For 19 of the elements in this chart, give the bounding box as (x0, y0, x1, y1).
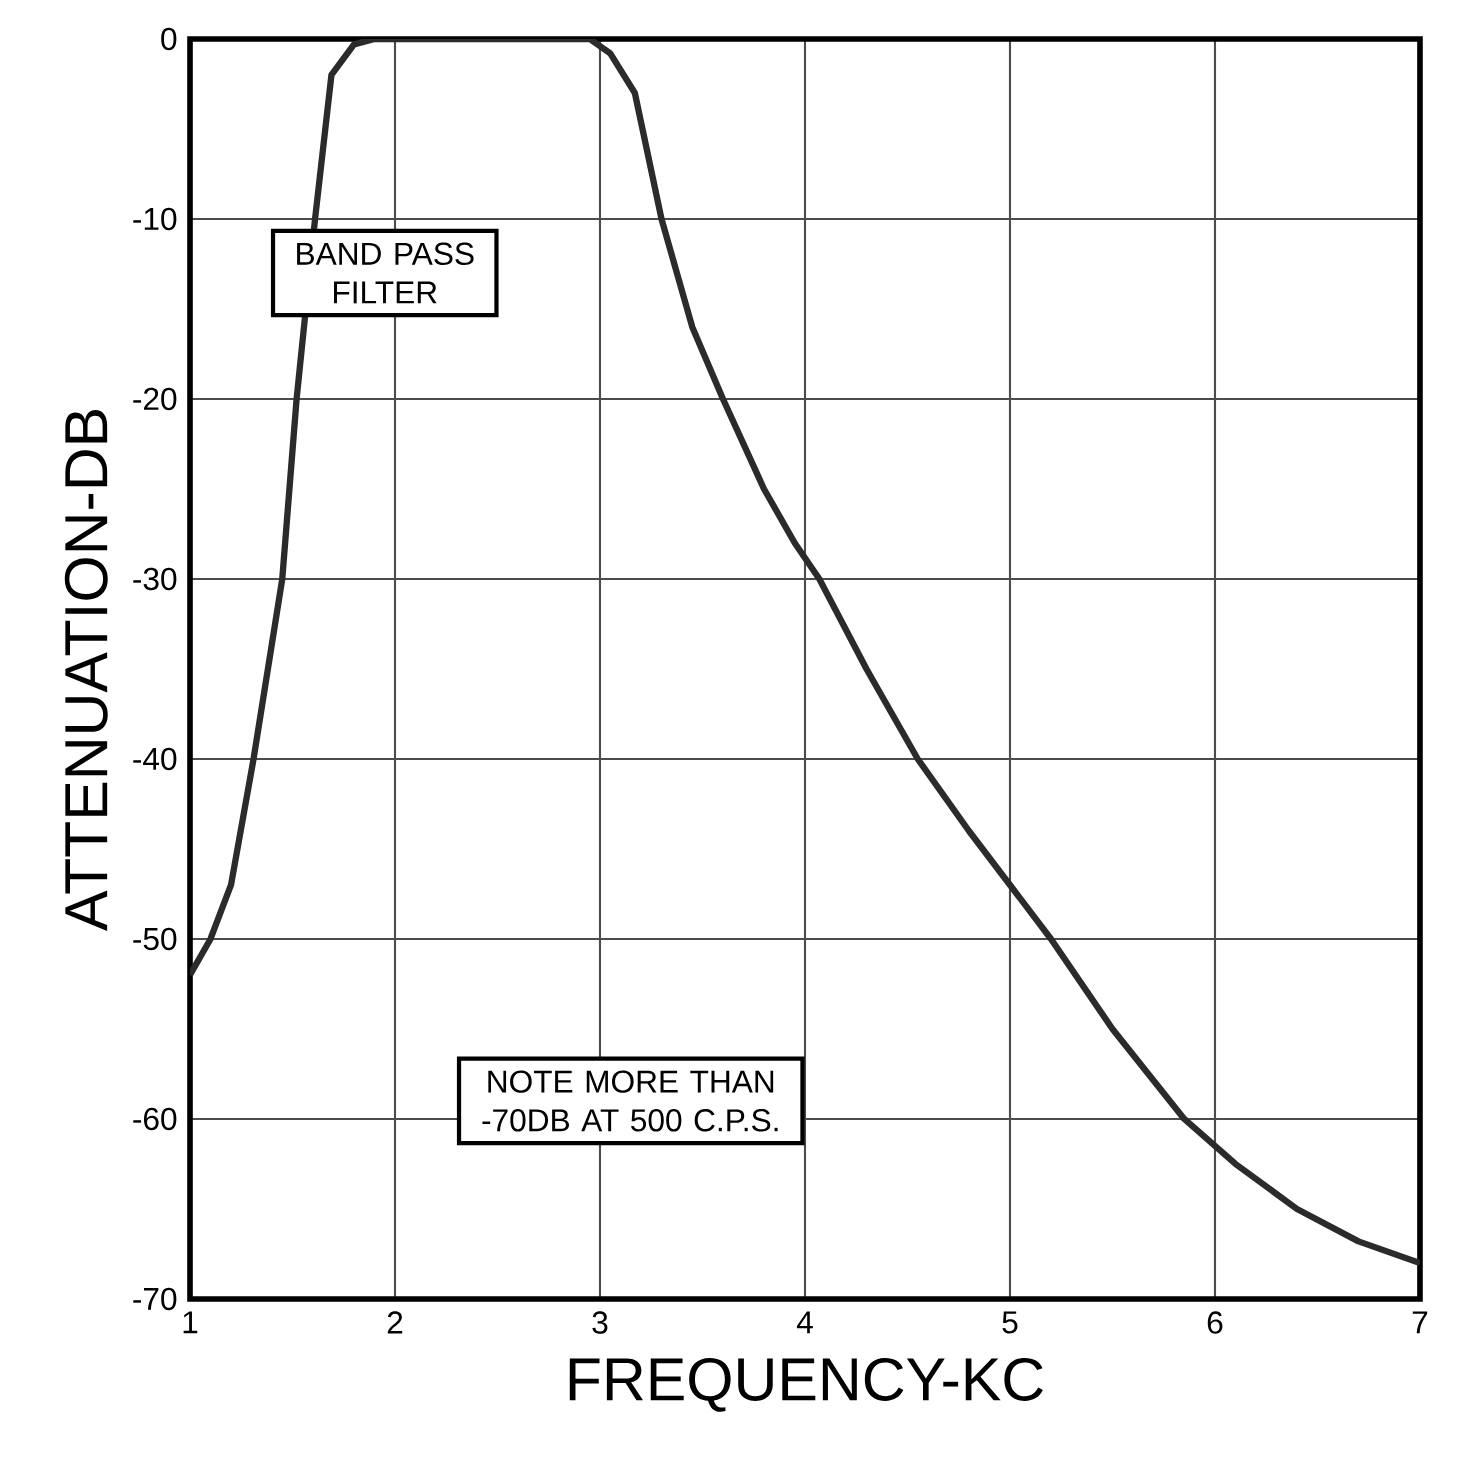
x-tick-label: 3 (592, 1311, 608, 1334)
y-tick-label: -40 (133, 747, 177, 771)
annotation: NOTE MORE THAN -70DB AT 500 C.P.S. (482, 1070, 778, 1132)
y-axis-title: ATTENUATION-DB (64, 410, 108, 931)
y-tick-label: -50 (133, 927, 177, 951)
annotation: BAND PASS FILTER (297, 242, 474, 304)
y-tick-label: -30 (133, 567, 177, 591)
x-tick-label: 6 (1207, 1311, 1223, 1334)
y-tick-label: -10 (133, 207, 177, 231)
x-tick-label: 7 (1412, 1311, 1428, 1334)
y-tick-label: -20 (133, 387, 177, 411)
y-tick-label: -70 (133, 1287, 177, 1311)
x-tick-label: 4 (796, 1311, 813, 1334)
x-tick-label: 5 (1002, 1311, 1018, 1334)
y-tick-label: 0 (161, 27, 177, 51)
x-tick-label: 2 (387, 1311, 403, 1334)
x-axis-title: FREQUENCY-KC (569, 1357, 1043, 1412)
y-tick-label: -60 (133, 1107, 177, 1131)
x-tick-label: 1 (183, 1311, 198, 1334)
